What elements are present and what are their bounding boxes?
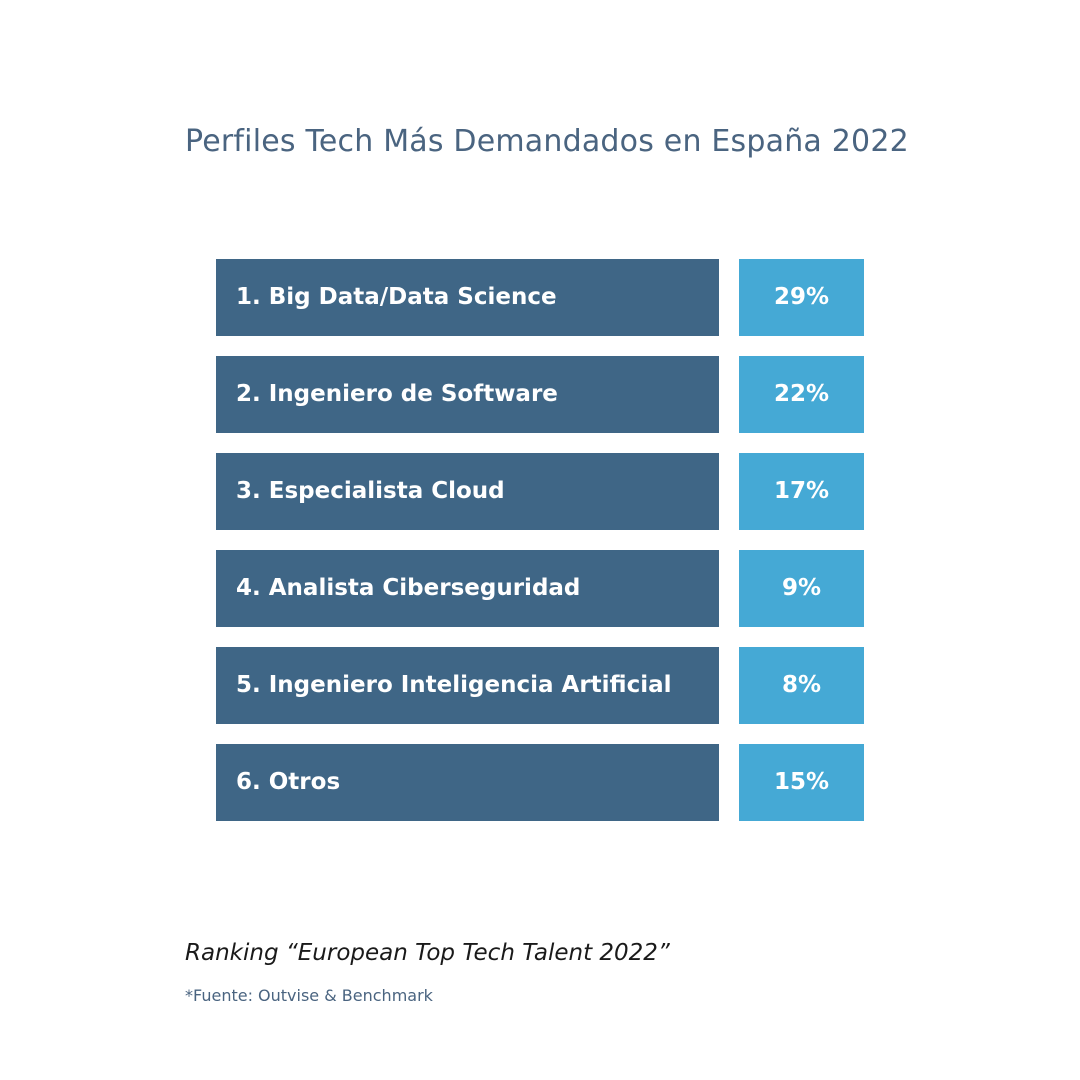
chart-title: Perfiles Tech Más Demandados en España 2… (185, 124, 909, 159)
row-value: 9% (739, 550, 864, 627)
row-value: 22% (739, 356, 864, 433)
ranking-row: 6. Otros 15% (216, 744, 864, 821)
row-label: 4. Analista Ciberseguridad (216, 550, 719, 627)
source-note: *Fuente: Outvise & Benchmark (185, 986, 433, 1005)
row-label: 1. Big Data/Data Science (216, 259, 719, 336)
ranking-table: 1. Big Data/Data Science 29% 2. Ingenier… (216, 259, 864, 841)
row-label: 5. Ingeniero Inteligencia Artificial (216, 647, 719, 724)
ranking-row: 1. Big Data/Data Science 29% (216, 259, 864, 336)
ranking-subtitle: Ranking “European Top Tech Talent 2022” (185, 940, 670, 966)
ranking-row: 2. Ingeniero de Software 22% (216, 356, 864, 433)
row-label: 3. Especialista Cloud (216, 453, 719, 530)
row-value: 8% (739, 647, 864, 724)
row-value: 17% (739, 453, 864, 530)
ranking-row: 4. Analista Ciberseguridad 9% (216, 550, 864, 627)
ranking-row: 3. Especialista Cloud 17% (216, 453, 864, 530)
row-label: 6. Otros (216, 744, 719, 821)
row-value: 29% (739, 259, 864, 336)
row-label: 2. Ingeniero de Software (216, 356, 719, 433)
ranking-row: 5. Ingeniero Inteligencia Artificial 8% (216, 647, 864, 724)
row-value: 15% (739, 744, 864, 821)
